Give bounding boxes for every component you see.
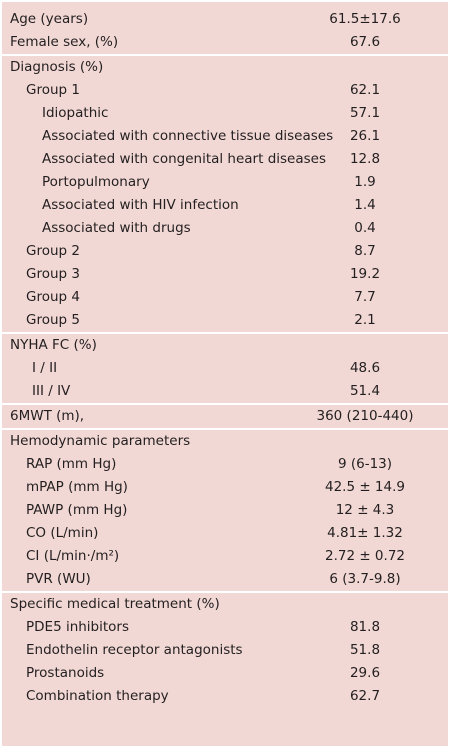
table-row: RAP (mm Hg) 9 (6-13): [2, 453, 448, 476]
table-row: CO (L/min) 4.81± 1.32: [2, 522, 448, 545]
row-value: 19.2: [349, 266, 381, 282]
table-row: 6MWT (m), 360 (210-440): [2, 405, 448, 428]
table-row: CI (L/min·/m²) 2.72 ± 0.72: [2, 545, 448, 568]
row-value: 9 (6-13): [337, 456, 393, 472]
row-label: Group 1: [26, 82, 80, 98]
row-value: 62.1: [349, 82, 381, 98]
row-value: 81.8: [349, 619, 381, 635]
section: Diagnosis (%) Group 1 62.1 Idiopathic 57.1 As…: [2, 56, 448, 334]
row-value: 57.1: [349, 105, 381, 121]
row-value: 7.7: [354, 289, 376, 305]
row-value: 4.81± 1.32: [327, 525, 403, 541]
row-label: PDE5 inhibitors: [26, 619, 130, 635]
row-value: 62.7: [349, 688, 381, 704]
row-value: 1.9: [354, 174, 376, 190]
row-value: 48.6: [349, 360, 381, 376]
row-label: PVR (WU): [26, 571, 91, 587]
row-label: Female sex, (%): [10, 34, 119, 50]
section: Age (years) 61.5±17.6 Female sex, (%) 67.6: [2, 8, 448, 56]
row-value: 26.1: [349, 128, 381, 144]
row-label: Specific medical treatment (%): [10, 596, 220, 612]
row-value: 1.4: [354, 197, 376, 213]
row-value: 12.8: [349, 151, 381, 167]
row-value: 8.7: [354, 243, 376, 259]
row-value: 2.1: [354, 312, 376, 328]
row-label: Associated with HIV infection: [42, 197, 239, 213]
table-row: Prostanoids 29.6: [2, 662, 448, 685]
row-label: mPAP (mm Hg): [26, 479, 128, 495]
row-label: Group 5: [26, 312, 80, 328]
row-label: Diagnosis (%): [10, 59, 104, 75]
row-value: 6 (3.7-9.8): [329, 571, 401, 587]
row-label: I / II: [32, 360, 58, 376]
section: 6MWT (m), 360 (210-440): [2, 405, 448, 430]
table-row: PAWP (mm Hg) 12 ± 4.3: [2, 499, 448, 522]
table-row: NYHA FC (%): [2, 334, 448, 357]
table-row: Female sex, (%) 67.6: [2, 31, 448, 54]
row-value: 2.72 ± 0.72: [324, 548, 405, 564]
table-row: Idiopathic 57.1: [2, 102, 448, 125]
row-label: RAP (mm Hg): [26, 456, 117, 472]
table-row: PVR (WU) 6 (3.7-9.8): [2, 568, 448, 591]
table-row: Portopulmonary 1.9: [2, 171, 448, 194]
row-label: Hemodynamic parameters: [10, 433, 191, 449]
row-label: Associated with drugs: [42, 220, 191, 236]
row-label: 6MWT (m),: [10, 408, 85, 424]
row-value: 360 (210-440): [316, 408, 414, 424]
table-row: mPAP (mm Hg) 42.5 ± 14.9: [2, 476, 448, 499]
row-label: Associated with connective tissue diseas…: [42, 128, 334, 144]
section: Specific medical treatment (%) PDE5 inhib…: [2, 593, 448, 756]
table-row: Endothelin receptor antagonists 51.8: [2, 639, 448, 662]
row-label: Prostanoids: [26, 665, 105, 681]
table-row: Associated with HIV infection 1.4: [2, 194, 448, 217]
row-label: CO (L/min): [26, 525, 99, 541]
row-value: 42.5 ± 14.9: [324, 479, 405, 495]
row-value: 51.4: [349, 383, 381, 399]
section: NYHA FC (%) I / II 48.6 III / IV 51.4: [2, 334, 448, 405]
table-row: Group 5 2.1: [2, 309, 448, 332]
table: Age (years) 61.5±17.6 Female sex, (%) 67.6 D…: [2, 2, 448, 746]
row-value: 67.6: [349, 34, 381, 50]
row-value: 12 ± 4.3: [335, 502, 395, 518]
row-value: 0.4: [354, 220, 376, 236]
table-row: Associated with drugs 0.4: [2, 217, 448, 240]
row-label: NYHA FC (%): [10, 337, 97, 353]
section: Hemodynamic parameters RAP (mm Hg) 9 (6-13…: [2, 430, 448, 593]
table-row: Group 2 8.7: [2, 240, 448, 263]
table-row: Group 1 62.1: [2, 79, 448, 102]
row-label: Group 4: [26, 289, 80, 305]
row-label: Combination therapy: [26, 688, 169, 704]
table-row: III / IV 51.4: [2, 380, 448, 403]
row-label: Portopulmonary: [42, 174, 150, 190]
row-label: CI (L/min·/m²): [26, 548, 120, 564]
table-row: Combination therapy 62.7: [2, 685, 448, 708]
row-label: III / IV: [32, 383, 71, 399]
row-value: 29.6: [349, 665, 381, 681]
row-label: Endothelin receptor antagonists: [26, 642, 243, 658]
table-row: Group 4 7.7: [2, 286, 448, 309]
table-row: Diagnosis (%): [2, 56, 448, 79]
row-label: Group 3: [26, 266, 80, 282]
table-row: Age (years) 61.5±17.6: [2, 8, 448, 31]
table-row: PDE5 inhibitors 81.8: [2, 616, 448, 639]
row-label: PAWP (mm Hg): [26, 502, 128, 518]
row-label: Group 2: [26, 243, 80, 259]
table-row: Hemodynamic parameters: [2, 430, 448, 453]
row-label: Idiopathic: [42, 105, 109, 121]
row-value: 51.8: [349, 642, 381, 658]
table-row: Specific medical treatment (%): [2, 593, 448, 616]
table-row: I / II 48.6: [2, 357, 448, 380]
row-label: Associated with congenital heart disease…: [42, 151, 327, 167]
table-row: Associated with connective tissue diseas…: [2, 125, 448, 148]
row-label: Age (years): [10, 11, 89, 27]
row-value: 61.5±17.6: [329, 11, 401, 27]
table-row: Group 3 19.2: [2, 263, 448, 286]
table-row: Associated with congenital heart disease…: [2, 148, 448, 171]
